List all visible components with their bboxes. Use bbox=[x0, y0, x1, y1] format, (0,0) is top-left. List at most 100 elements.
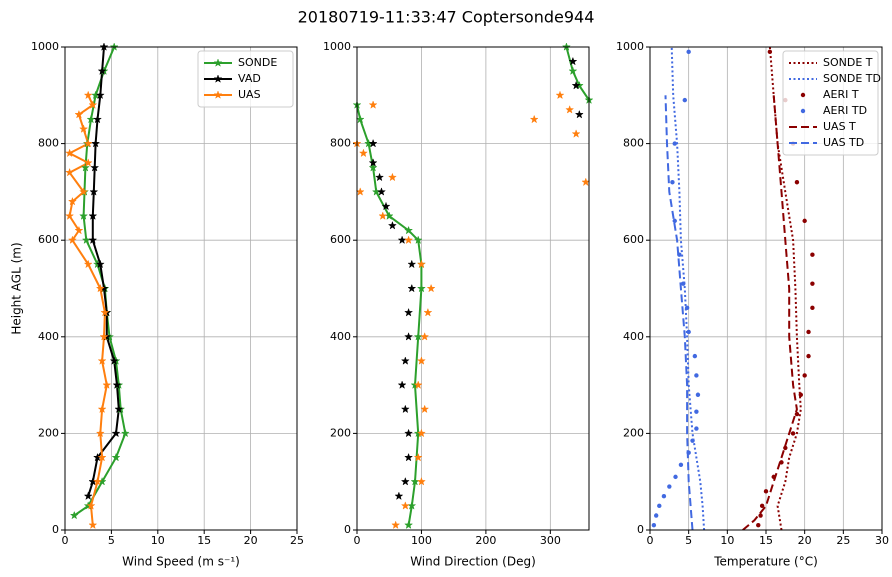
x-tick-label: 5 bbox=[685, 534, 692, 547]
marker bbox=[65, 148, 75, 158]
marker bbox=[407, 259, 417, 269]
marker bbox=[83, 491, 93, 501]
marker bbox=[574, 109, 584, 119]
series-line bbox=[565, 47, 589, 101]
marker bbox=[407, 283, 417, 293]
marker bbox=[67, 235, 77, 245]
x-tick-label: 0 bbox=[647, 534, 654, 547]
marker bbox=[695, 392, 701, 397]
marker bbox=[426, 283, 436, 293]
marker bbox=[83, 90, 93, 100]
marker bbox=[375, 172, 385, 182]
marker bbox=[413, 235, 423, 245]
y-tick-label: 1000 bbox=[31, 40, 59, 53]
marker bbox=[802, 218, 807, 224]
marker bbox=[690, 438, 695, 443]
marker bbox=[404, 332, 414, 341]
marker bbox=[681, 281, 686, 286]
plot-area bbox=[664, 47, 802, 530]
marker bbox=[404, 235, 414, 245]
legend-marker bbox=[800, 108, 806, 114]
marker bbox=[678, 462, 684, 467]
x-tick-label: 25 bbox=[290, 534, 304, 547]
y-tick-label: 0 bbox=[637, 523, 644, 536]
marker bbox=[672, 218, 677, 224]
marker bbox=[694, 373, 699, 378]
marker bbox=[694, 409, 699, 414]
marker bbox=[783, 445, 788, 451]
x-tick-label: 20 bbox=[244, 534, 258, 547]
y-tick-label: 800 bbox=[330, 137, 351, 150]
marker bbox=[677, 252, 682, 257]
legend-marker bbox=[213, 90, 223, 99]
marker bbox=[756, 522, 761, 528]
marker bbox=[420, 332, 430, 341]
marker bbox=[806, 329, 811, 335]
marker bbox=[88, 211, 98, 220]
x-axis-label: Wind Direction (Deg) bbox=[410, 555, 536, 569]
legend-label: VAD bbox=[238, 72, 261, 85]
marker bbox=[376, 187, 387, 196]
marker bbox=[806, 353, 811, 359]
marker bbox=[416, 283, 426, 293]
legend-label: UAS bbox=[238, 88, 261, 101]
legend-label: SONDE bbox=[238, 56, 277, 69]
marker bbox=[400, 404, 410, 414]
marker bbox=[387, 220, 397, 230]
y-tick-label: 200 bbox=[38, 426, 59, 439]
series-line bbox=[87, 47, 120, 497]
legend-label: AERI TD bbox=[823, 104, 867, 117]
marker bbox=[111, 428, 121, 438]
x-tick-label: 10 bbox=[151, 534, 165, 547]
x-tick-label: 30 bbox=[875, 534, 889, 547]
y-tick-label: 600 bbox=[38, 233, 59, 246]
marker bbox=[416, 476, 426, 486]
x-tick-label: 15 bbox=[197, 534, 211, 547]
y-tick-label: 0 bbox=[52, 523, 59, 536]
figure-title: 20180719-11:33:47 Coptersonde944 bbox=[298, 8, 595, 27]
y-tick-label: 800 bbox=[38, 137, 59, 150]
legend-marker bbox=[213, 74, 223, 83]
y-tick-label: 1000 bbox=[323, 40, 351, 53]
y-tick-label: 800 bbox=[623, 137, 644, 150]
marker bbox=[661, 493, 667, 499]
marker bbox=[97, 404, 107, 414]
marker bbox=[86, 501, 96, 510]
marker bbox=[667, 484, 672, 489]
marker bbox=[790, 431, 796, 436]
marker bbox=[91, 138, 101, 148]
marker bbox=[65, 167, 75, 177]
marker bbox=[368, 158, 378, 167]
marker bbox=[653, 513, 659, 518]
marker bbox=[80, 163, 90, 172]
marker bbox=[368, 163, 378, 172]
marker bbox=[83, 138, 93, 148]
series-line bbox=[768, 47, 802, 530]
marker bbox=[810, 305, 815, 311]
marker bbox=[65, 211, 75, 220]
marker bbox=[670, 180, 675, 185]
x-tick-label: 25 bbox=[836, 534, 850, 547]
marker bbox=[798, 392, 803, 397]
marker bbox=[97, 452, 107, 462]
y-axis-label: Height AGL (m) bbox=[10, 242, 24, 334]
marker bbox=[100, 307, 110, 317]
marker bbox=[555, 90, 565, 100]
marker bbox=[763, 489, 769, 494]
x-tick-label: 5 bbox=[108, 534, 115, 547]
marker bbox=[92, 114, 103, 124]
marker bbox=[95, 90, 105, 100]
y-tick-label: 400 bbox=[330, 330, 351, 343]
marker bbox=[416, 428, 426, 438]
marker bbox=[114, 404, 124, 414]
marker bbox=[88, 100, 98, 109]
marker bbox=[112, 380, 122, 389]
marker bbox=[102, 380, 112, 389]
marker bbox=[400, 476, 410, 486]
y-tick-label: 0 bbox=[344, 523, 351, 536]
marker bbox=[420, 404, 430, 414]
y-tick-label: 200 bbox=[623, 426, 644, 439]
marker bbox=[368, 138, 378, 148]
x-tick-label: 300 bbox=[540, 534, 561, 547]
